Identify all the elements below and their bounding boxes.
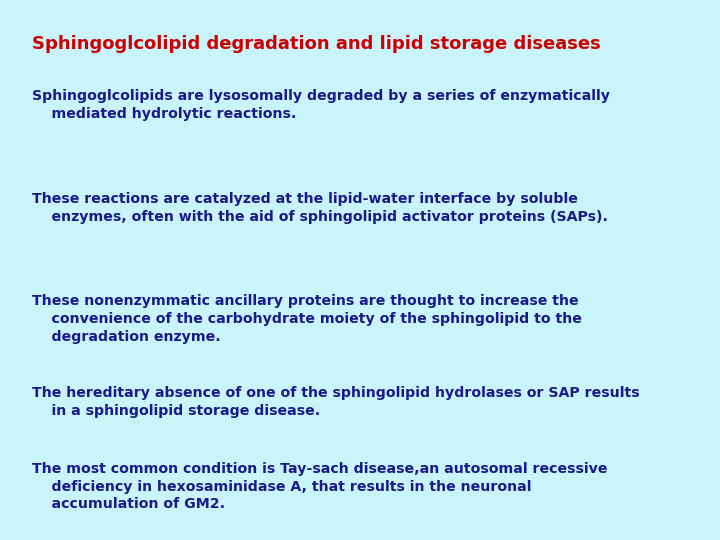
Text: These nonenzymmatic ancillary proteins are thought to increase the
    convenien: These nonenzymmatic ancillary proteins a… [32, 294, 582, 344]
Text: These reactions are catalyzed at the lipid-water interface by soluble
    enzyme: These reactions are catalyzed at the lip… [32, 192, 608, 224]
Text: The hereditary absence of one of the sphingolipid hydrolases or SAP results
    : The hereditary absence of one of the sph… [32, 386, 640, 418]
Text: Sphingoglcolipid degradation and lipid storage diseases: Sphingoglcolipid degradation and lipid s… [32, 35, 601, 53]
Text: The most common condition is Tay-sach disease,an autosomal recessive
    deficie: The most common condition is Tay-sach di… [32, 462, 608, 511]
Text: Sphingoglcolipids are lysosomally degraded by a series of enzymatically
    medi: Sphingoglcolipids are lysosomally degrad… [32, 89, 611, 121]
